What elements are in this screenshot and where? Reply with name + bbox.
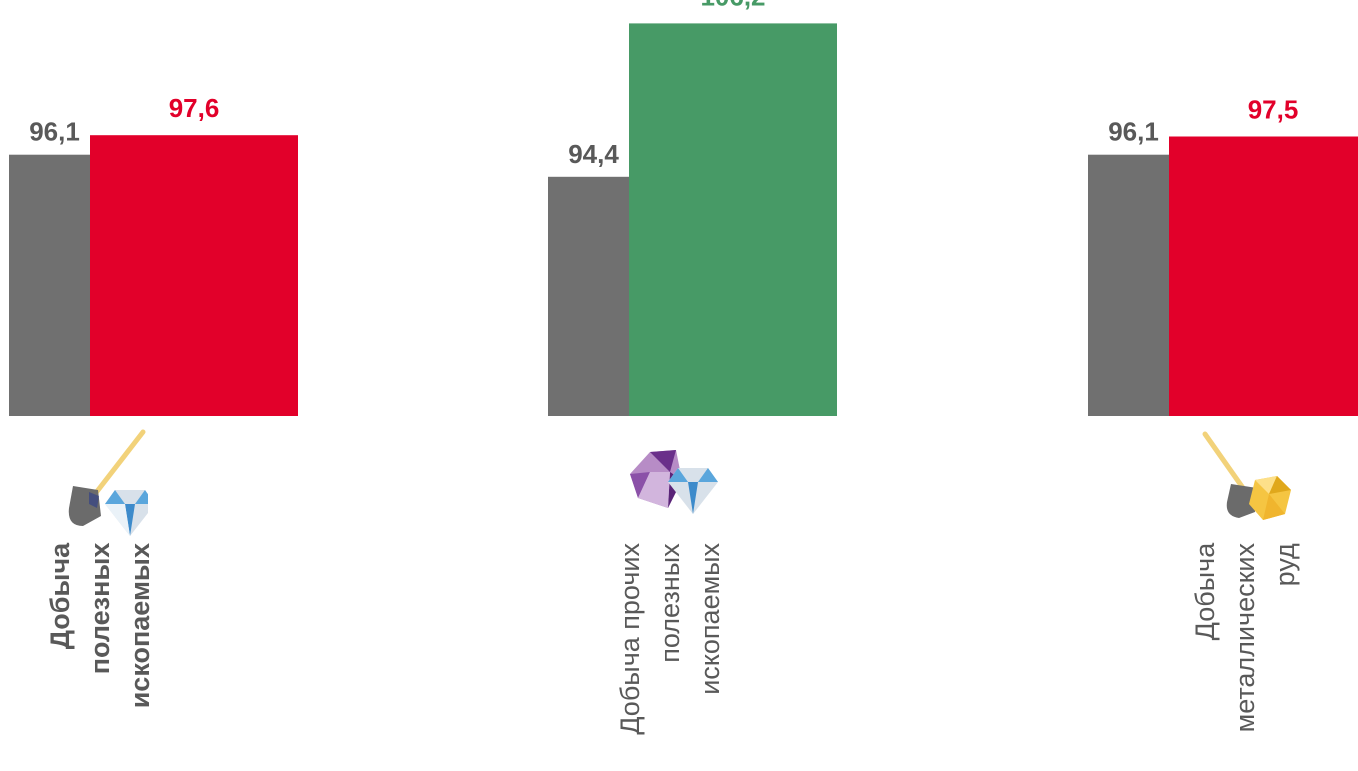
value-label-curr-1: 97,6 [169,93,220,123]
bar-prev-3 [1088,154,1169,416]
bar-curr-3 [1169,136,1358,416]
category-block-3: Добыча металлических руд [1180,428,1310,732]
category-block-1: Добыча полезных ископаемых [40,428,160,708]
category-block-2: Добыча прочих полезных ископаемых [605,428,735,735]
bar-curr-1 [90,135,298,416]
bar-chart: 96,1 97,6 94,4 106,2 96,1 97,5 [9,0,1358,417]
value-label-prev-2: 94,4 [568,139,619,169]
value-label-prev-1: 96,1 [29,117,80,147]
bar-curr-2 [629,23,837,417]
value-labels-group: 96,1 97,6 94,4 106,2 96,1 97,5 [29,0,1298,169]
shovel-gold-ore-icon [1202,431,1291,520]
category-label-2: Добыча прочих полезных ископаемых [615,543,725,735]
value-label-curr-3: 97,5 [1248,95,1299,125]
bar-prev-1 [9,154,90,416]
crystals-diamond-icon [630,450,718,514]
value-label-prev-3: 96,1 [1108,117,1159,147]
category-label-1: Добыча полезных ископаемых [45,543,155,709]
bars-group [9,23,1358,417]
category-label-3: Добыча металлических руд [1190,543,1300,733]
bar-prev-2 [548,176,629,416]
shovel-diamond-icon [68,429,148,536]
value-label-curr-2: 106,2 [700,0,765,11]
